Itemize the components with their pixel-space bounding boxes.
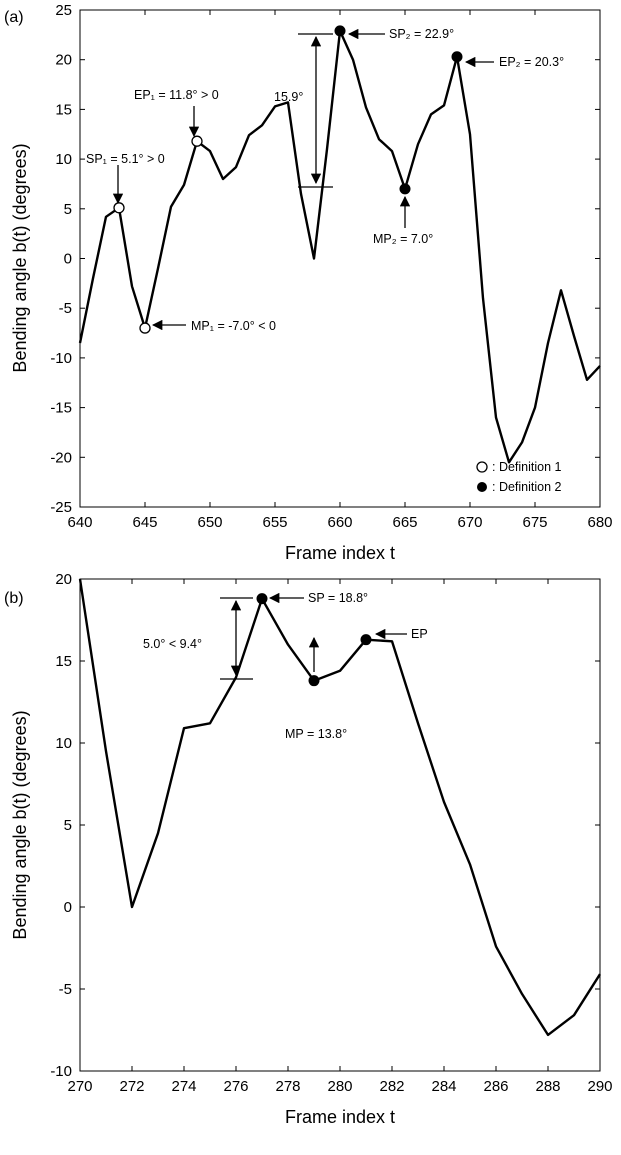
annotations-a	[112, 28, 494, 331]
sp-annotation: SP = 18.8°	[308, 591, 368, 605]
x-tick-label: 675	[522, 514, 547, 531]
marker-ep2	[451, 51, 463, 63]
x-tick-label: 286	[483, 1078, 508, 1095]
ep1-annotation: EP₁ = 11.8° > 0	[134, 88, 219, 102]
mp2-annotation: MP₂ = 7.0°	[373, 232, 433, 246]
x-tick-label: 280	[327, 1078, 352, 1095]
chart-a: (a) 640 645 650 655 660 665 670 675 680 -25 -20 -15…	[4, 2, 613, 563]
x-axis-label-b: Frame index t	[285, 1107, 395, 1127]
legend-open-circle	[476, 461, 488, 473]
y-tick-label: 20	[55, 571, 72, 588]
x-tick-label: 290	[587, 1078, 612, 1095]
ep-annotation: EP	[411, 627, 428, 641]
marker-mp1	[139, 322, 151, 334]
y-tick-label: 5	[64, 201, 72, 218]
mp-annotation: MP = 13.8°	[285, 727, 347, 741]
markers-b	[256, 593, 372, 687]
tick-labels-a: 640 645 650 655 660 665 670 675 680 -25 -20 -15 -10 -…	[50, 2, 612, 531]
y-tick-label: 15	[55, 653, 72, 670]
x-tick-label: 665	[392, 514, 417, 531]
x-tick-label: 282	[379, 1078, 404, 1095]
marker-sp	[256, 593, 268, 605]
x-tick-label: 640	[67, 514, 92, 531]
marker-sp2	[334, 25, 346, 37]
markers-a	[113, 25, 463, 334]
y-tick-label: -10	[50, 350, 72, 367]
y-tick-label: -20	[50, 449, 72, 466]
y-tick-label: 25	[55, 2, 72, 19]
x-tick-label: 276	[223, 1078, 248, 1095]
tick-labels-b: 270 272 274 276 278 280 282 284 286 288 290 -10 -5 0 5…	[50, 571, 612, 1095]
series-line-b	[78, 578, 602, 1037]
plot-frame-b	[79, 578, 601, 1072]
y-tick-label: -15	[50, 400, 72, 417]
marker-ep1	[191, 135, 203, 147]
ticks-a	[79, 9, 601, 508]
x-tick-label: 288	[535, 1078, 560, 1095]
ticks-b	[79, 578, 601, 1072]
x-tick-label: 272	[119, 1078, 144, 1095]
legend-item-2: : Definition 2	[492, 480, 562, 494]
legend-filled-circle	[477, 482, 487, 492]
y-tick-label: 15	[55, 101, 72, 118]
y-tick-label: -5	[59, 981, 72, 998]
y-tick-label: 10	[55, 151, 72, 168]
marker-mp2	[399, 183, 411, 195]
y-tick-label: -10	[50, 1063, 72, 1080]
x-tick-label: 680	[587, 514, 612, 531]
legend-a: : Definition 1 : Definition 2	[476, 460, 562, 494]
plot-frame-a	[79, 9, 601, 508]
y-tick-label: 5	[64, 817, 72, 834]
x-tick-label: 278	[275, 1078, 300, 1095]
marker-mp	[308, 675, 320, 687]
annotations-b	[220, 592, 407, 680]
x-tick-label: 670	[457, 514, 482, 531]
y-tick-label: -25	[50, 499, 72, 516]
x-tick-label: 270	[67, 1078, 92, 1095]
ep2-annotation: EP₂ = 20.3°	[499, 55, 564, 69]
panel-label-b: (b)	[4, 590, 24, 607]
y-tick-label: 0	[64, 899, 72, 916]
sp1-annotation: SP₁ = 5.1° > 0	[86, 152, 165, 166]
x-axis-label-a: Frame index t	[285, 543, 395, 563]
diff-annotation-a: 15.9°	[274, 90, 303, 104]
mp1-annotation: MP₁ = -7.0° < 0	[191, 319, 276, 333]
x-tick-label: 284	[431, 1078, 456, 1095]
panel-label-a: (a)	[4, 9, 24, 26]
y-tick-label: 20	[55, 52, 72, 69]
y-tick-label: 0	[64, 251, 72, 268]
sp2-annotation: SP₂ = 22.9°	[389, 27, 454, 41]
x-tick-label: 274	[171, 1078, 196, 1095]
y-tick-label: -5	[59, 300, 72, 317]
x-tick-label: 650	[197, 514, 222, 531]
x-tick-label: 660	[327, 514, 352, 531]
diff-annotation-b: 5.0° < 9.4°	[143, 637, 202, 651]
x-tick-label: 645	[132, 514, 157, 531]
x-tick-label: 655	[262, 514, 287, 531]
marker-ep	[360, 634, 372, 646]
y-axis-label-b: Bending angle b(t) (degrees)	[10, 710, 30, 939]
y-axis-label-a: Bending angle b(t) (degrees)	[10, 143, 30, 372]
chart-b: (b) 270 272 274 276 278 280 282 284 286 288 290 -10…	[4, 571, 613, 1127]
y-tick-label: 10	[55, 735, 72, 752]
legend-item-1: : Definition 1	[492, 460, 562, 474]
marker-sp1	[113, 202, 125, 214]
